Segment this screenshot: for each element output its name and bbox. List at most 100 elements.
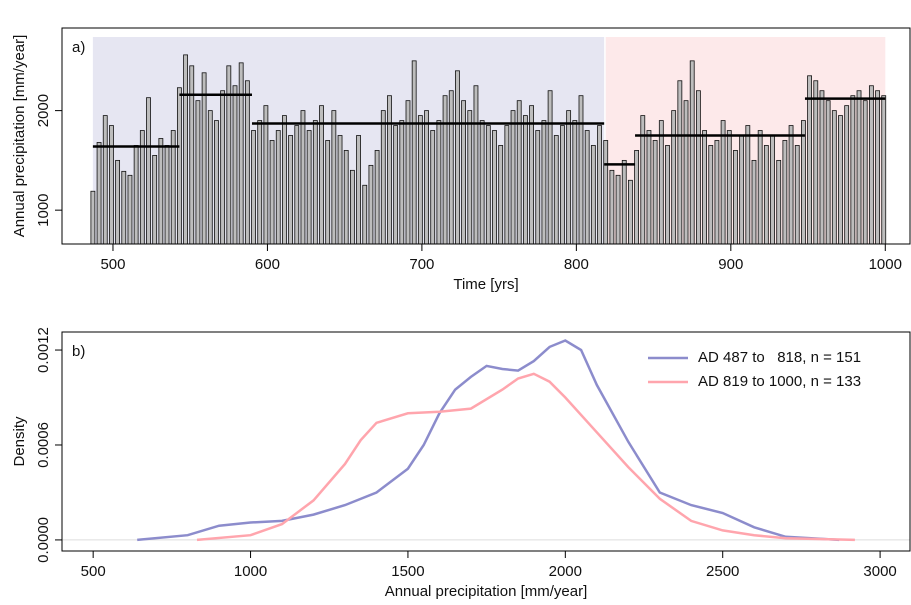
bar: [176, 87, 182, 245]
bar: [417, 115, 423, 245]
bar: [362, 184, 368, 245]
bar: [257, 120, 263, 245]
bar: [380, 110, 386, 245]
bar: [628, 179, 633, 245]
bar: [831, 110, 837, 245]
bar: [702, 130, 707, 245]
bar: [566, 110, 572, 245]
bar: [214, 120, 219, 245]
density-line: [137, 339, 840, 542]
bar: [189, 65, 195, 245]
bar: [541, 120, 547, 245]
bar: [770, 135, 775, 245]
bar: [442, 95, 448, 245]
bar: [473, 85, 479, 245]
bar: [695, 90, 701, 245]
bar: [343, 150, 349, 245]
bar: [411, 60, 417, 245]
bar: [646, 130, 652, 245]
bar: [504, 125, 510, 245]
bar: [590, 145, 596, 245]
bar: [708, 145, 714, 245]
bar: [387, 95, 392, 245]
bar: [516, 100, 522, 245]
bar: [96, 142, 102, 245]
bar: [522, 115, 528, 245]
bar: [306, 130, 312, 245]
panel-label: a): [72, 39, 85, 56]
bar: [115, 159, 121, 245]
bar: [597, 125, 602, 245]
bar: [90, 190, 96, 245]
bar: [652, 140, 658, 245]
x-tick-label: 2000: [549, 563, 582, 580]
bar: [553, 135, 559, 245]
bar: [776, 159, 782, 245]
bar: [578, 95, 584, 245]
bar: [745, 125, 751, 245]
bar: [838, 115, 843, 245]
bar: [751, 159, 757, 245]
x-tick-label: 1000: [234, 563, 267, 580]
x-axis-title: Annual precipitation [mm/year]: [385, 583, 588, 600]
bar: [183, 54, 188, 245]
bar: [510, 110, 516, 245]
legend-label: AD 487 to 818, n = 151: [698, 349, 861, 366]
bar: [374, 150, 380, 245]
y-axis-title: Annual precipitation [mm/year]: [11, 35, 28, 238]
x-tick-label: 500: [100, 256, 125, 273]
bar: [881, 95, 887, 245]
y-tick-label: 0.0012: [35, 327, 52, 373]
bar: [269, 140, 275, 245]
bar: [733, 150, 738, 245]
x-tick-label: 900: [718, 256, 743, 273]
x-tick-label: 1500: [391, 563, 424, 580]
bar: [337, 135, 343, 245]
x-tick-label: 500: [81, 563, 106, 580]
bar: [232, 85, 238, 245]
bar: [146, 97, 151, 245]
x-tick-label: 3000: [863, 563, 896, 580]
bar: [621, 159, 627, 245]
bar: [529, 105, 534, 245]
bar: [201, 72, 207, 245]
y-tick-label: 0.0006: [35, 422, 52, 468]
bar: [467, 110, 473, 245]
bar: [757, 130, 763, 245]
bar: [158, 138, 164, 245]
bar: [658, 120, 664, 245]
bar: [794, 145, 800, 245]
bar: [251, 130, 256, 245]
bar: [875, 90, 880, 245]
bar: [807, 75, 812, 245]
bar: [479, 120, 485, 245]
bar: [763, 145, 769, 245]
bar: [739, 135, 745, 245]
bar: [226, 65, 232, 245]
bar: [825, 100, 831, 245]
bar: [300, 110, 306, 245]
y-tick-label: 1000: [35, 193, 52, 226]
bar: [813, 80, 819, 245]
panel-label: b): [72, 343, 85, 360]
bar: [349, 169, 355, 245]
x-tick-label: 800: [564, 256, 589, 273]
bar: [455, 70, 460, 245]
bar: [312, 120, 318, 245]
y-tick-label: 2000: [35, 94, 52, 127]
bar: [263, 105, 269, 245]
bar: [801, 120, 806, 245]
bar: [671, 110, 677, 245]
bar: [195, 100, 201, 245]
bar: [319, 105, 324, 245]
bar: [207, 110, 213, 245]
bar: [560, 125, 565, 245]
bar: [689, 60, 695, 245]
bar: [356, 135, 361, 245]
plot-frame: [61, 27, 911, 245]
bar: [282, 115, 287, 245]
bar: [109, 125, 114, 245]
bar: [244, 80, 250, 245]
x-tick-label: 700: [409, 256, 434, 273]
x-tick-label: 2500: [706, 563, 739, 580]
